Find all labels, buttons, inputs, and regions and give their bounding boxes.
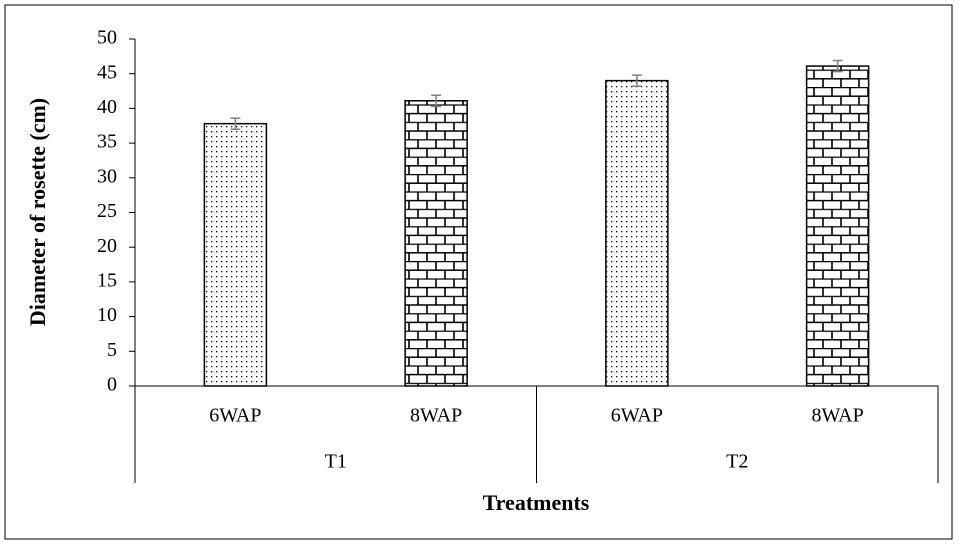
y-tick-label: 50 [97, 27, 117, 49]
x-tick-label: 6WAP [611, 405, 663, 427]
bar [404, 100, 468, 387]
x-axis-label: Treatments [483, 490, 590, 515]
x-tick-label: 8WAP [410, 405, 462, 427]
error-bar [832, 59, 843, 73]
y-tick-label: 10 [97, 304, 117, 326]
group-label: T2 [726, 451, 748, 473]
y-tick-label: 25 [97, 200, 117, 222]
bar [605, 79, 669, 387]
bar [203, 122, 268, 387]
group-label: T1 [325, 451, 347, 473]
y-tick-label: 20 [97, 235, 117, 257]
x-tick-label: 8WAP [812, 405, 864, 427]
error-bar [431, 94, 442, 108]
y-tick-label: 0 [107, 374, 117, 396]
x-tick-label: 6WAP [209, 405, 261, 427]
y-tick-label: 35 [97, 131, 117, 153]
y-axis-label: Diameter of rosette (cm) [25, 98, 50, 326]
y-tick-label: 40 [97, 96, 117, 118]
frame [4, 4, 953, 540]
bar [805, 65, 870, 387]
y-tick-label: 5 [107, 339, 117, 361]
y-tick-label: 30 [97, 165, 117, 187]
y-tick-label: 45 [97, 61, 117, 83]
error-bar [230, 117, 241, 130]
error-bar [631, 74, 642, 87]
y-tick-label: 15 [97, 269, 117, 291]
